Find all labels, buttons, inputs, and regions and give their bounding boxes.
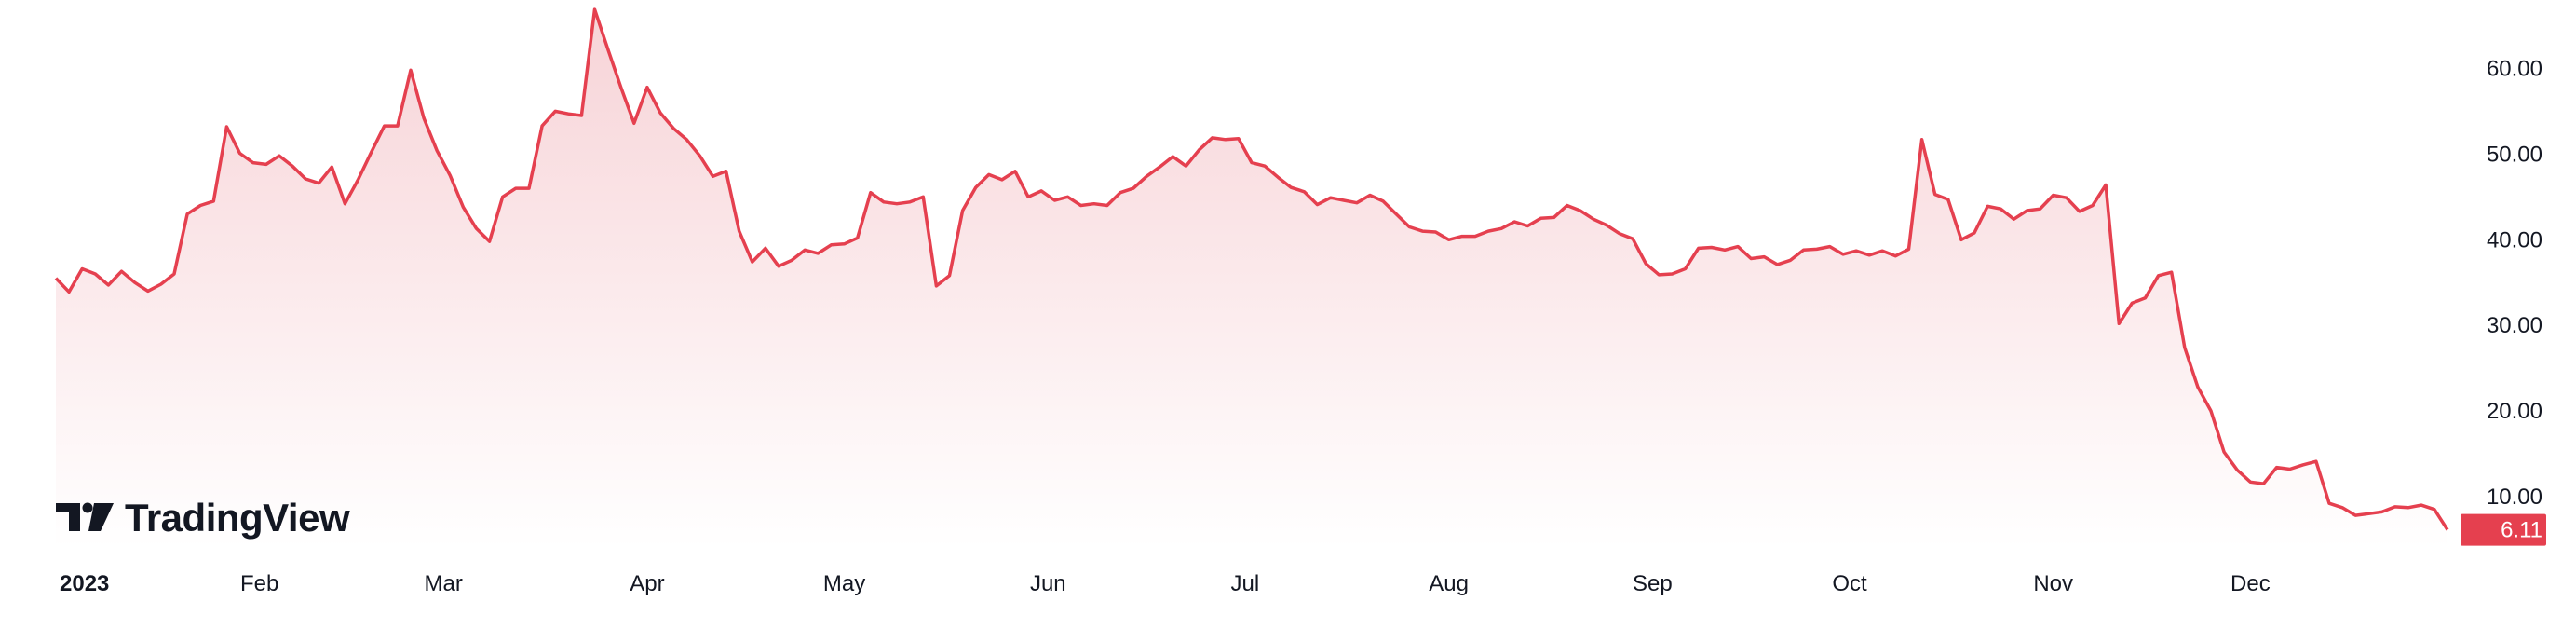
y-tick-label: 20.00 bbox=[2487, 399, 2542, 424]
x-tick-label: Jun bbox=[1030, 571, 1066, 596]
x-tick-label: Dec bbox=[2230, 571, 2271, 596]
y-tick-label: 60.00 bbox=[2487, 57, 2542, 82]
tradingview-wordmark: TradingView bbox=[125, 496, 350, 540]
x-tick-label: Feb bbox=[240, 571, 278, 596]
x-tick-label: Nov bbox=[2033, 571, 2073, 596]
last-price-badge bbox=[2461, 513, 2546, 546]
x-tick-label: May bbox=[823, 571, 865, 596]
x-tick-label: Aug bbox=[1429, 571, 1469, 596]
series-line bbox=[54, 7, 2449, 531]
last-price-label: 6.11 bbox=[2461, 513, 2546, 546]
x-tick-label: Jul bbox=[1231, 571, 1260, 596]
x-tick-label: 2023 bbox=[60, 571, 109, 596]
area-fill bbox=[56, 9, 2447, 549]
y-tick-label: 50.00 bbox=[2487, 142, 2542, 167]
x-tick-label: Apr bbox=[630, 571, 664, 596]
y-tick-label: 40.00 bbox=[2487, 227, 2542, 253]
x-tick-label: Mar bbox=[425, 571, 463, 596]
x-tick-label: Sep bbox=[1633, 571, 1673, 596]
tradingview-logo[interactable]: TradingView bbox=[56, 496, 350, 540]
area-fill-layer bbox=[56, 9, 2447, 549]
y-tick-label: 30.00 bbox=[2487, 313, 2542, 338]
x-axis: 2023 Feb Mar Apr May Jun Jul Aug Sep Oct Nov Dec bbox=[60, 571, 2271, 596]
y-tick-label: 10.00 bbox=[2487, 485, 2542, 510]
series-line-layer bbox=[54, 7, 2449, 531]
y-axis: 10.00 20.00 30.00 40.00 50.00 60.00 bbox=[2487, 57, 2542, 510]
tradingview-mark-icon bbox=[56, 502, 114, 531]
x-tick-label: Oct bbox=[1832, 571, 1867, 596]
last-price-value: 6.11 bbox=[2501, 518, 2542, 543]
